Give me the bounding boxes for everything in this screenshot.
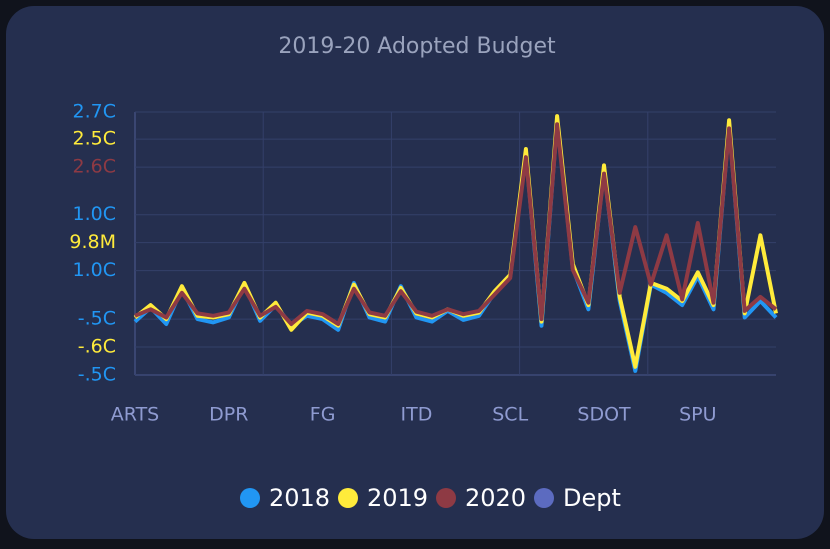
x-tick-label: ITD xyxy=(400,404,432,426)
y-tick-label: 2.5C xyxy=(73,128,116,150)
legend-label: 2019 xyxy=(367,484,428,512)
y-tick-label: 1.0C xyxy=(73,259,116,281)
y-tick-label: -.6C xyxy=(78,336,116,358)
series-line xyxy=(134,122,778,326)
y-tick-label: 1.0C xyxy=(73,203,116,225)
legend-label: 2020 xyxy=(465,484,526,512)
x-tick-label: SPU xyxy=(679,404,716,426)
y-tick-label: 2.6C xyxy=(73,156,116,178)
x-tick-label: DPR xyxy=(209,404,248,426)
card xyxy=(6,6,824,539)
legend-swatch xyxy=(436,488,456,508)
legend-swatch xyxy=(534,488,554,508)
y-tick-label: -.5C xyxy=(78,364,116,386)
x-tick-label: ARTS xyxy=(111,404,159,426)
x-tick-label: SDOT xyxy=(577,404,631,426)
legend-label: 2018 xyxy=(269,484,330,512)
legend-label: Dept xyxy=(563,484,621,512)
x-tick-label: FG xyxy=(310,404,336,426)
y-tick-label: 2.7C xyxy=(73,101,116,123)
y-tick-label: -.5C xyxy=(78,308,116,330)
legend-swatch xyxy=(338,488,358,508)
chart-title: 2019-20 Adopted Budget xyxy=(278,34,556,59)
y-tick-label: 9.8M xyxy=(69,231,116,253)
legend-swatch xyxy=(240,488,260,508)
x-tick-label: SCL xyxy=(492,404,528,426)
